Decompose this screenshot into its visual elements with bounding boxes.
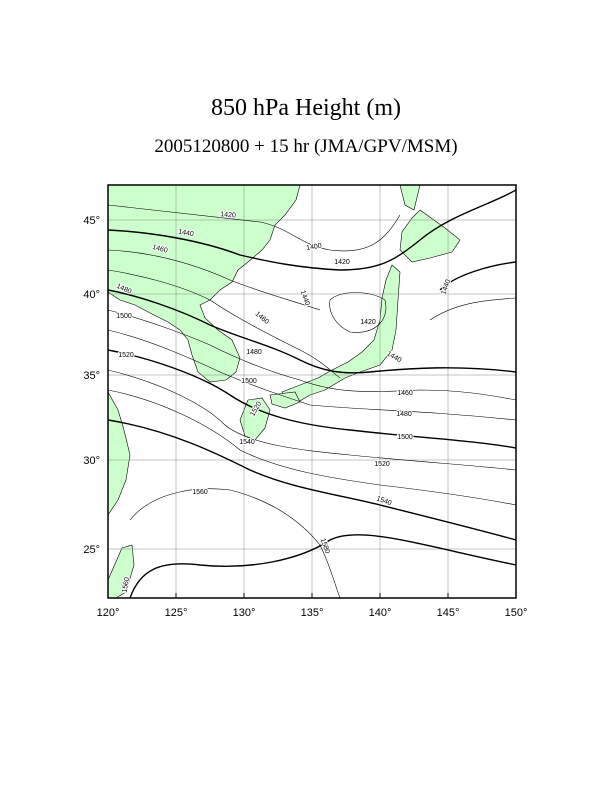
contour-label: 1560 [122, 577, 132, 594]
contour-label: 1440 [440, 279, 452, 296]
graticule [108, 185, 516, 598]
contour-label: 1440 [299, 290, 311, 307]
lat-label: 40° [83, 289, 100, 301]
contour-label: 1440 [385, 350, 402, 364]
contour-label: 1520 [118, 352, 134, 359]
title: 850 hPa Height (m) [211, 95, 401, 121]
contour-label: 1440 [178, 229, 195, 239]
map-area [108, 185, 516, 598]
lon-label: 130° [233, 607, 256, 619]
lon-label: 125° [165, 607, 188, 619]
contour-label: 1480 [246, 349, 262, 356]
lat-label: 30° [83, 455, 100, 467]
contour-label: 1420 [334, 259, 350, 266]
contour-label: 1460 [254, 311, 271, 326]
land-asia [108, 185, 301, 383]
contour-label: 1420 [360, 319, 376, 326]
contour-label: 1400 [306, 243, 323, 253]
land-sakhalin [399, 185, 421, 211]
contour-label: 1420 [220, 211, 236, 219]
contour-label: 1560 [192, 489, 208, 496]
lon-label: 140° [369, 607, 392, 619]
land-hokkaido [399, 209, 461, 263]
contour-label: 1540 [239, 439, 255, 446]
contour-label: 1460 [397, 390, 413, 397]
contour-label: 1480 [396, 411, 412, 418]
land-china-coast [108, 391, 131, 516]
lat-label: 45° [83, 215, 100, 227]
contour-label: 1520 [374, 461, 390, 468]
lat-label: 35° [83, 370, 100, 382]
contour-label: 1500 [241, 378, 257, 385]
subtitle: 2005120800 + 15 hr (JMA/GPV/MSM) [154, 136, 457, 157]
lon-label: 135° [301, 607, 324, 619]
contours [108, 189, 516, 598]
contour-label: 1500 [116, 313, 132, 320]
land-shikoku [269, 391, 301, 409]
contour-label: 1500 [397, 434, 413, 441]
lon-label: 150° [505, 607, 528, 619]
land-honshu [281, 264, 401, 403]
land-kyushu [239, 397, 271, 441]
land-taiwan [108, 544, 135, 598]
lon-label: 145° [437, 607, 460, 619]
lon-label: 120° [97, 607, 120, 619]
lat-label: 25° [83, 544, 100, 556]
